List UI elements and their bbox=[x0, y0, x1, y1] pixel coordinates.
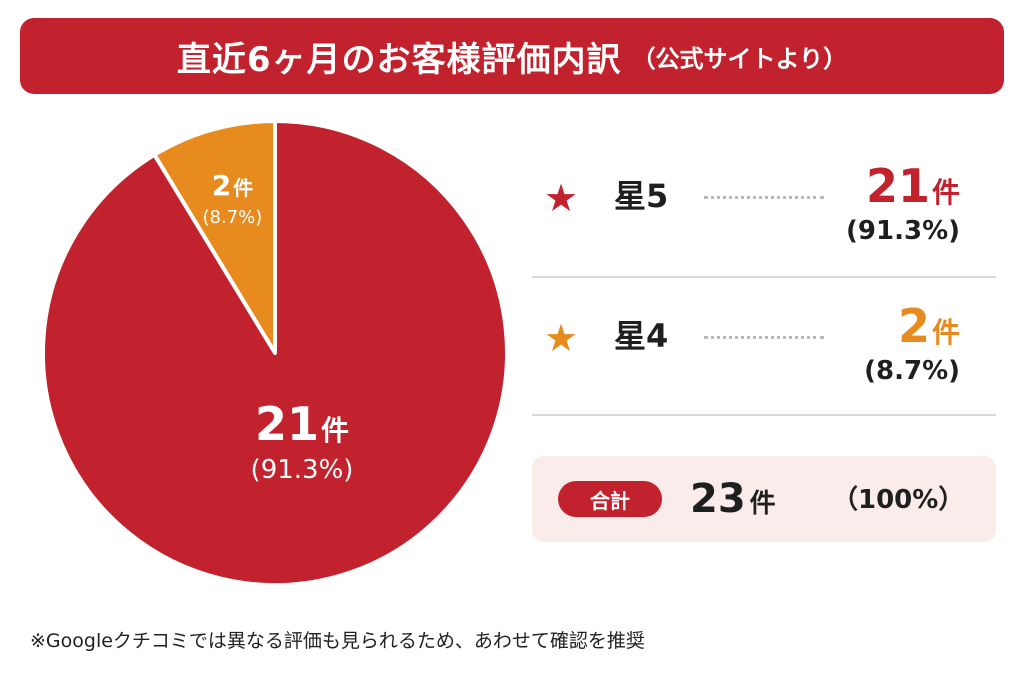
footnote: ※Googleクチコミでは異なる評価も見られるため、あわせて確認を推奨 bbox=[30, 630, 645, 652]
legend-label-star4: 星4 bbox=[614, 317, 669, 355]
chart-subtitle: （公式サイトより） bbox=[631, 44, 848, 73]
total-summary: 合計 23 件 （100%） bbox=[532, 456, 996, 542]
slice-percent-label: (91.3%) bbox=[251, 455, 354, 485]
total-percent: （100%） bbox=[832, 485, 965, 515]
legend-divider bbox=[532, 414, 996, 416]
slice-count-label: 21件 bbox=[255, 397, 349, 451]
title-banner: 直近6ヶ月のお客様評価内訳 （公式サイトより） bbox=[20, 18, 1004, 94]
leader-dots bbox=[704, 336, 824, 339]
leader-dots bbox=[704, 196, 824, 199]
star-icon: ★ bbox=[544, 176, 579, 220]
legend-count-star4: 2件 bbox=[897, 299, 960, 353]
pie-slice-星4 bbox=[152, 119, 277, 355]
pie-chart: 2 件 (8.7%) 21件 (91.3%) bbox=[41, 119, 509, 587]
legend-label-star5: 星5 bbox=[614, 177, 669, 215]
legend-row-star4: ★ 星4 2件 (8.7%) bbox=[532, 286, 996, 402]
star-icon: ★ bbox=[544, 316, 579, 360]
slice-percent-label: (8.7%) bbox=[203, 207, 263, 228]
legend-percent-star4: (8.7%) bbox=[864, 356, 960, 386]
legend-row-star5: ★ 星5 21件 (91.3%) bbox=[532, 146, 996, 262]
chart-title: 直近6ヶ月のお客様評価内訳 bbox=[176, 39, 622, 80]
pie-slice-星5 bbox=[41, 119, 509, 587]
legend-percent-star5: (91.3%) bbox=[846, 216, 960, 246]
legend-divider bbox=[532, 276, 996, 278]
total-count: 23 件 bbox=[690, 476, 776, 522]
total-badge: 合計 bbox=[558, 481, 662, 517]
legend-count-star5: 21件 bbox=[865, 159, 960, 213]
